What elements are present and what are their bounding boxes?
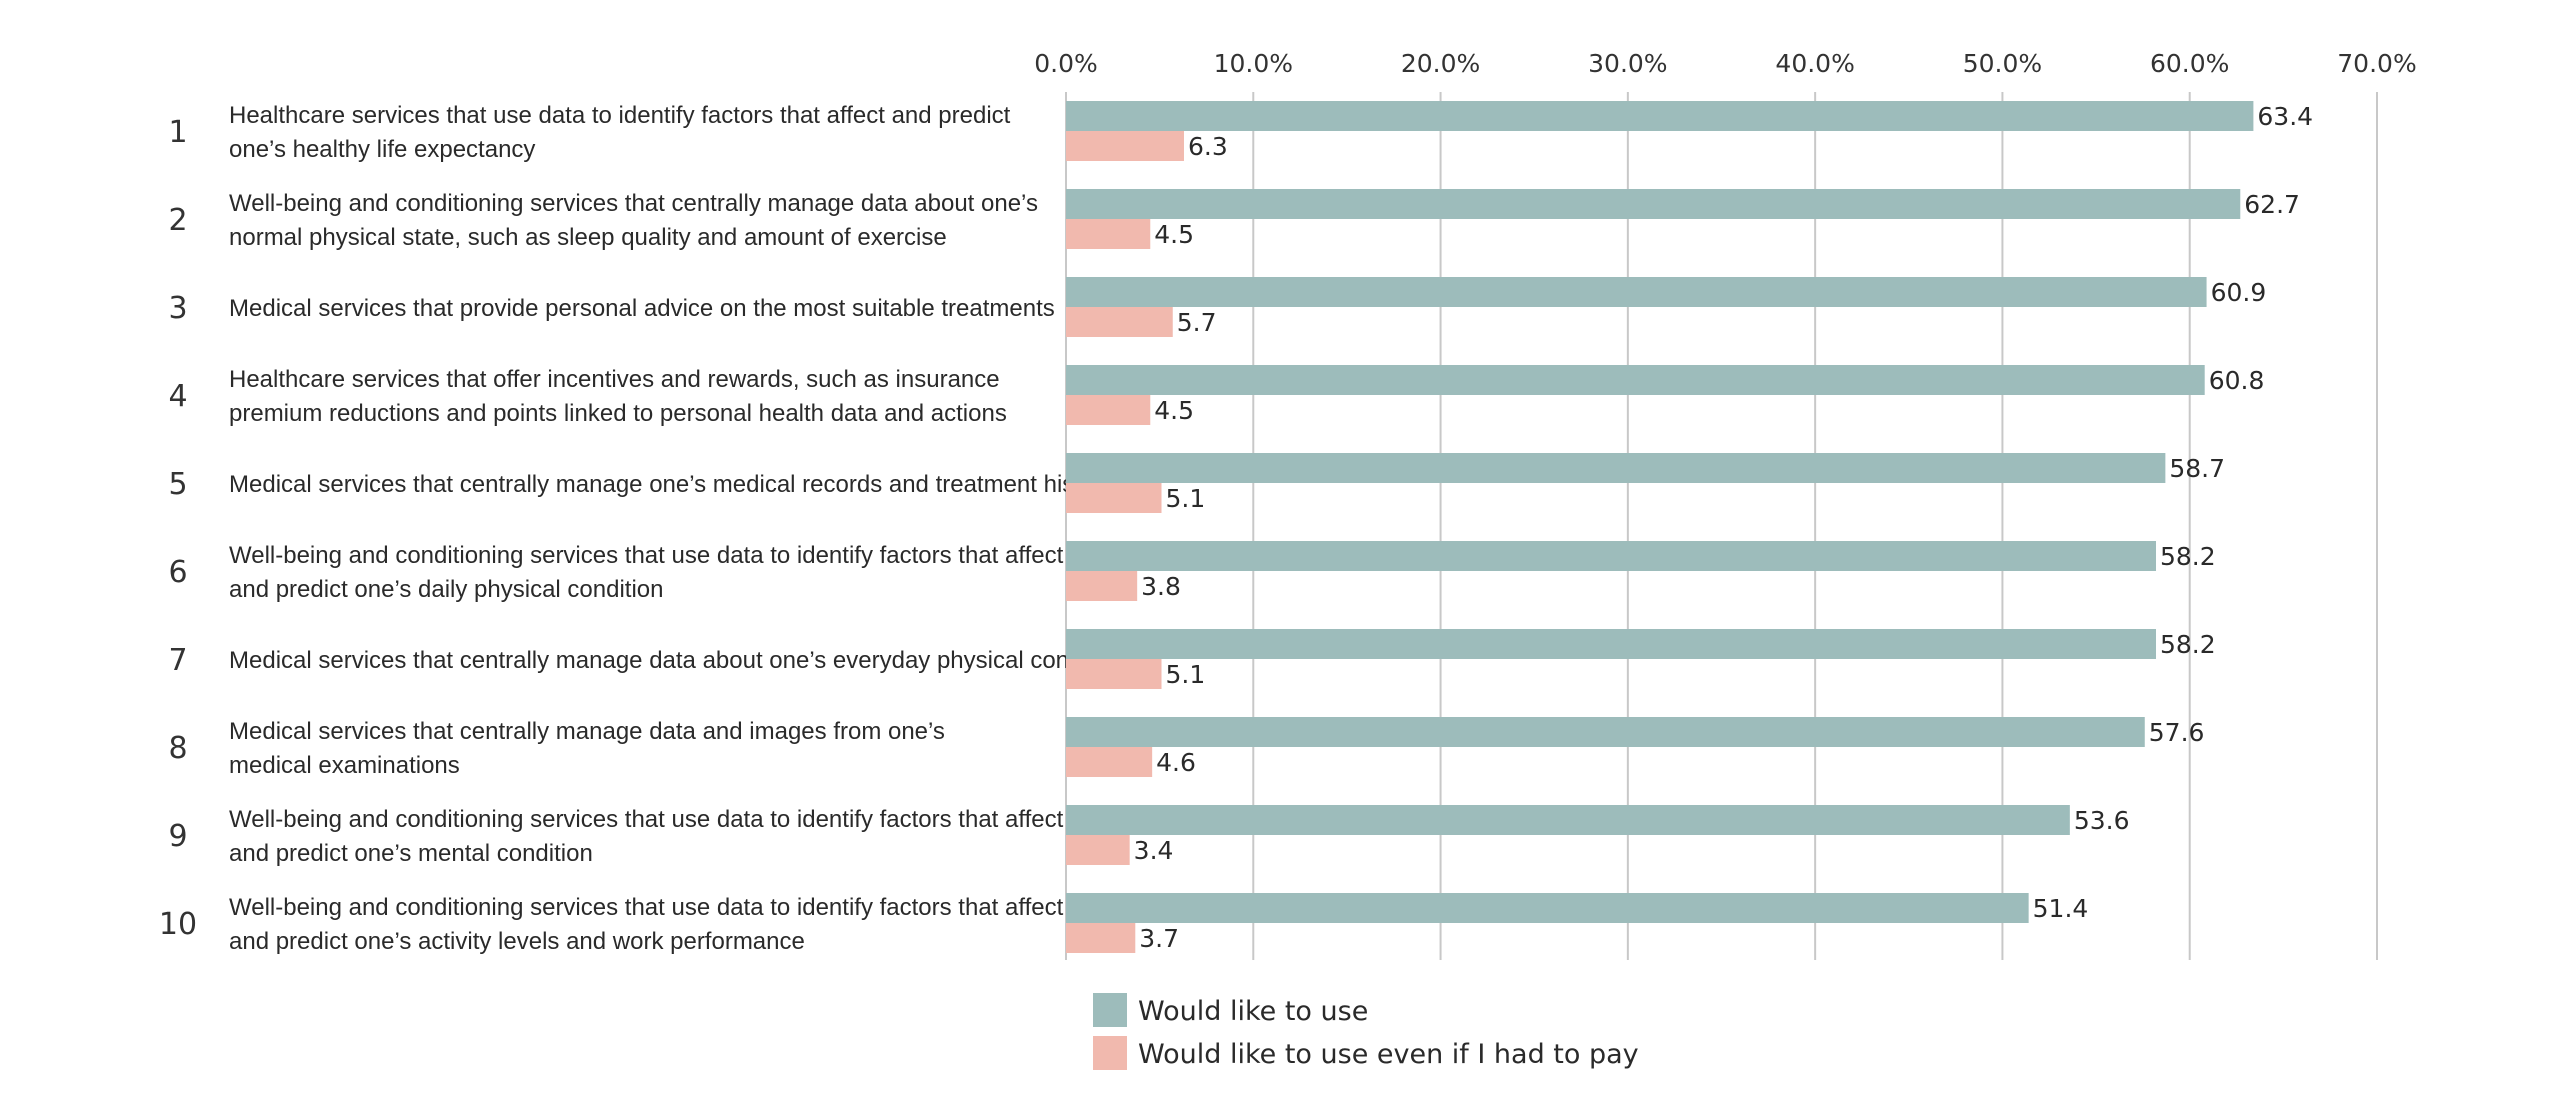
bar-would-use [1066,277,2207,307]
rank-number: 1 [168,115,187,150]
bar-would-pay [1066,923,1136,953]
x-tick-label: 10.0% [1214,49,1293,78]
value-labels: 63.4 6.3 62.7 4.5 60.9 5.7 60.8 4.5 58.7 5.1 58.2 3… [1134,102,2313,953]
category-label-line: Medical services that centrally manage o… [229,471,1114,498]
value-label: 3.8 [1141,572,1181,601]
category-label-line: Medical services that provide personal a… [229,295,1055,322]
x-tick-label: 40.0% [1775,49,1854,78]
category-label-line: and predict one’s mental condition [229,840,593,867]
value-label: 6.3 [1188,132,1228,161]
category-label-line: Medical services that centrally manage d… [229,718,945,745]
x-axis-ticks: 0.0% 10.0% 20.0% 30.0% 40.0% 50.0% 60.0% 70.0% [1034,49,2416,78]
bar-would-pay [1066,219,1151,249]
rank-number: 6 [168,555,187,590]
category-label-line: Healthcare services that use data to ide… [229,102,1011,129]
category-label-line: Medical services that centrally manage d… [229,647,1126,674]
category-label-line: and predict one’s activity levels and wo… [229,928,805,955]
category-label-line: Well-being and conditioning services tha… [229,190,1038,217]
category-label-line: Healthcare services that offer incentive… [229,366,1000,393]
value-label: 53.6 [2074,806,2130,835]
category-label-line: Well-being and conditioning services tha… [229,894,1064,921]
value-label: 58.7 [2169,454,2225,483]
category-label-line: medical examinations [229,752,460,779]
bar-would-pay [1066,835,1130,865]
legend-label: Would like to use [1138,996,1368,1027]
bar-would-pay [1066,747,1153,777]
x-tick-label: 70.0% [2337,49,2416,78]
bar-would-use [1066,717,2145,747]
value-label: 60.9 [2211,278,2267,307]
value-label: 63.4 [2257,102,2313,131]
legend-swatch-would-pay [1093,1036,1127,1070]
x-tick-label: 30.0% [1588,49,1667,78]
value-label: 60.8 [2209,366,2265,395]
rank-number: 10 [159,907,197,942]
value-label: 3.4 [1134,836,1174,865]
bar-would-pay [1066,659,1162,689]
legend: Would like to use Would like to use even … [1093,993,1639,1070]
x-tick-label: 0.0% [1034,49,1098,78]
bar-would-use [1066,805,2070,835]
x-tick-label: 60.0% [2150,49,2229,78]
rank-number: 3 [168,291,187,326]
value-label: 4.5 [1154,220,1194,249]
value-label: 57.6 [2149,718,2205,747]
value-label: 3.7 [1139,924,1179,953]
value-label: 4.6 [1156,748,1196,777]
rank-number: 8 [168,731,187,766]
bar-would-use [1066,541,2157,571]
legend-label: Would like to use even if I had to pay [1138,1039,1639,1070]
value-label: 5.1 [1166,660,1206,689]
bar-would-use [1066,893,2029,923]
bar-would-pay [1066,307,1173,337]
bars [1066,101,2254,953]
value-label: 51.4 [2033,894,2089,923]
legend-swatch-would-use [1093,993,1127,1027]
rank-number: 5 [168,467,187,502]
category-label-line: and predict one’s daily physical conditi… [229,576,664,603]
category-label-line: Well-being and conditioning services tha… [229,542,1064,569]
rank-number: 9 [168,819,187,854]
category-labels: 1 Healthcare services that use data to id… [159,102,1127,955]
value-label: 62.7 [2244,190,2300,219]
category-label-line: one’s healthy life expectancy [229,136,535,163]
bar-would-use [1066,453,2166,483]
rank-number: 7 [168,643,187,678]
value-label: 58.2 [2160,542,2216,571]
bar-would-use [1066,629,2157,659]
category-label-line: premium reductions and points linked to … [229,400,1007,427]
bar-would-pay [1066,395,1151,425]
value-label: 5.1 [1166,484,1206,513]
value-label: 4.5 [1154,396,1194,425]
bar-would-pay [1066,483,1162,513]
bar-would-use [1066,365,2205,395]
category-label-line: normal physical state, such as sleep qua… [229,224,947,251]
rank-number: 4 [168,379,187,414]
value-label: 5.7 [1177,308,1217,337]
rank-number: 2 [168,203,187,238]
x-tick-label: 20.0% [1401,49,1480,78]
x-tick-label: 50.0% [1963,49,2042,78]
value-label: 58.2 [2160,630,2216,659]
bar-would-use [1066,101,2254,131]
bar-would-pay [1066,131,1184,161]
gridlines [1065,92,2378,960]
category-label-line: Well-being and conditioning services tha… [229,806,1064,833]
bar-would-use [1066,189,2241,219]
bar-would-pay [1066,571,1138,601]
